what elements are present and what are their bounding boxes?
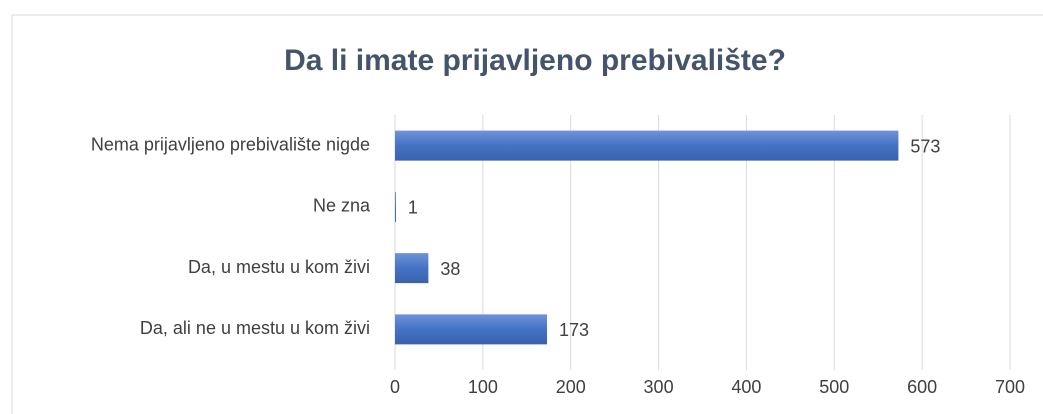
chart-title: Da li imate prijavljeno prebivalište? (284, 44, 786, 77)
bar (395, 191, 396, 222)
x-tick-label: 700 (995, 377, 1025, 397)
data-label: 573 (910, 136, 940, 156)
bar (395, 253, 429, 284)
bar (395, 130, 899, 161)
x-tick-label: 200 (556, 377, 586, 397)
data-label: 38 (440, 259, 460, 279)
y-tick-label: Da, u mestu u kom živi (188, 257, 370, 277)
chart-border (11, 14, 1043, 414)
x-tick-label: 100 (468, 377, 498, 397)
y-tick-label: Da, ali ne u mestu u kom živi (140, 318, 370, 338)
bar (395, 314, 547, 345)
x-tick-label: 500 (819, 377, 849, 397)
x-tick-label: 300 (644, 377, 674, 397)
x-tick-label: 0 (390, 377, 400, 397)
data-label: 1 (408, 198, 418, 218)
x-tick-label: 600 (907, 377, 937, 397)
x-tick-label: 400 (731, 377, 761, 397)
y-tick-label: Nema prijavljeno prebivalište nigde (91, 134, 370, 154)
data-label: 173 (559, 320, 589, 340)
y-tick-label: Ne zna (313, 196, 371, 216)
